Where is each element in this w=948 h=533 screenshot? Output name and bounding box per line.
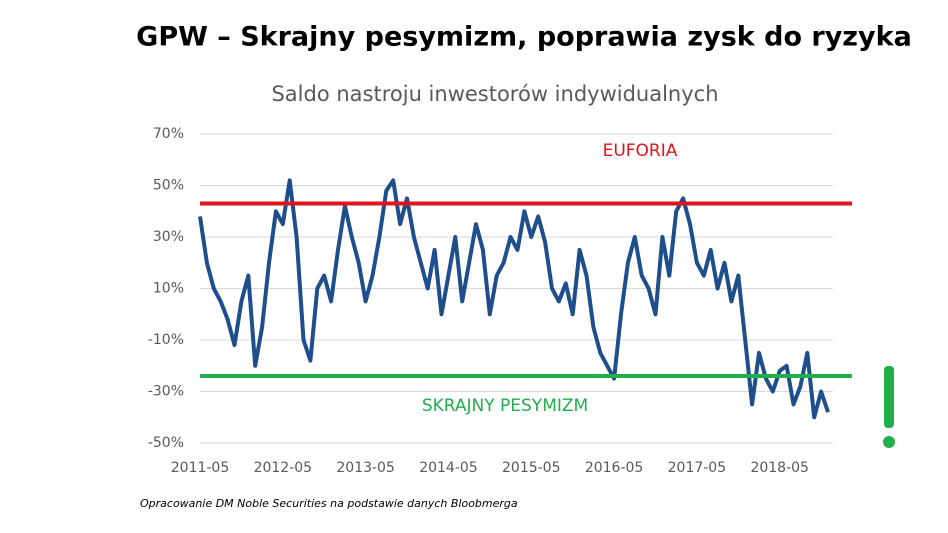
x-tick-label: 2014-05 [419,460,478,476]
y-tick-label: 70% [153,126,184,142]
reference-label: EUFORIA [603,141,678,161]
x-tick-label: 2011-05 [171,460,230,476]
reference-label: SKRAJNY PESYMIZM [422,396,588,416]
y-tick-label: -30% [148,384,184,400]
x-tick-label: 2016-05 [585,460,644,476]
source-note: Opracowanie DM Noble Securities na podst… [140,497,518,510]
y-tick-label: 10% [153,281,184,297]
x-tick-label: 2015-05 [502,460,561,476]
exclamation-bar [884,366,894,428]
y-tick-label: -50% [148,435,184,451]
x-tick-label: 2012-05 [254,460,313,476]
chart-title: GPW – Skrajny pesymizm, poprawia zysk do… [136,22,912,53]
exclamation-dot [883,436,895,448]
data-line [198,178,830,420]
y-tick-label: 50% [153,178,184,194]
x-tick-label: 2017-05 [668,460,727,476]
x-tick-label: 2013-05 [336,460,395,476]
y-tick-label: 30% [153,229,184,245]
x-tick-label: 2018-05 [750,460,809,476]
chart-subtitle: Saldo nastroju inwestorów indywidualnych [271,82,718,106]
y-tick-label: -10% [148,332,184,348]
